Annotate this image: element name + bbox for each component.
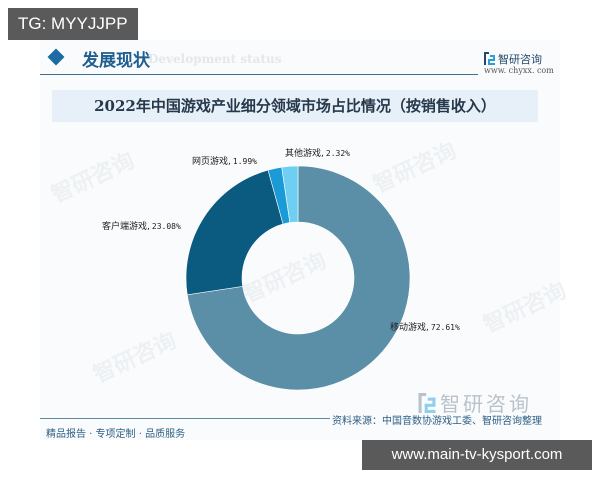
brand-logo-icon [418, 392, 436, 413]
footer-brand: 智研咨询 [418, 388, 532, 417]
chart-title: 2022年中国游戏产业细分领域市场占比情况（按销售收入） [94, 97, 496, 115]
brand-url: www. chyxx. com [484, 66, 554, 75]
label-client-games: 客户端游戏, 23.08% [102, 222, 181, 232]
section-title: 发展现状 [82, 51, 150, 71]
report-card: 智研咨询 智研咨询 智研咨询 智研咨询 智研咨询 Development sta… [40, 40, 570, 440]
section-header: Development status 发展现状 智研咨询 www. chyxx.… [40, 40, 560, 76]
footer-slogan: 精品报告 · 专项定制 · 品质服务 [46, 429, 186, 440]
slice-mobile-games [186, 165, 411, 391]
footer-divider [40, 418, 330, 419]
header-divider [40, 74, 478, 75]
brand-logo-block: 智研咨询 [484, 48, 542, 67]
brand-name: 智研咨询 [498, 52, 542, 66]
brand-logo-icon [484, 52, 495, 65]
label-other-games: 其他游戏, 2.32% [285, 149, 350, 159]
chart-title-band: 2022年中国游戏产业细分领域市场占比情况（按销售收入） [52, 90, 538, 122]
slice-other-games [281, 165, 299, 223]
url-badge: www.main-tv-kysport.com [362, 440, 592, 470]
tg-badge: TG: MYYJJPP [8, 8, 138, 40]
footer-brand-name: 智研咨询 [440, 392, 532, 416]
label-mobile-games: 移动游戏, 72.61% [390, 323, 460, 333]
donut-chart [185, 165, 411, 391]
slice-client-games [185, 169, 284, 296]
section-subtitle: Development status [148, 52, 282, 66]
label-web-games: 网页游戏, 1.99% [192, 157, 257, 167]
data-source: 资料来源：中国音数协游戏工委、智研咨询整理 [332, 416, 542, 427]
